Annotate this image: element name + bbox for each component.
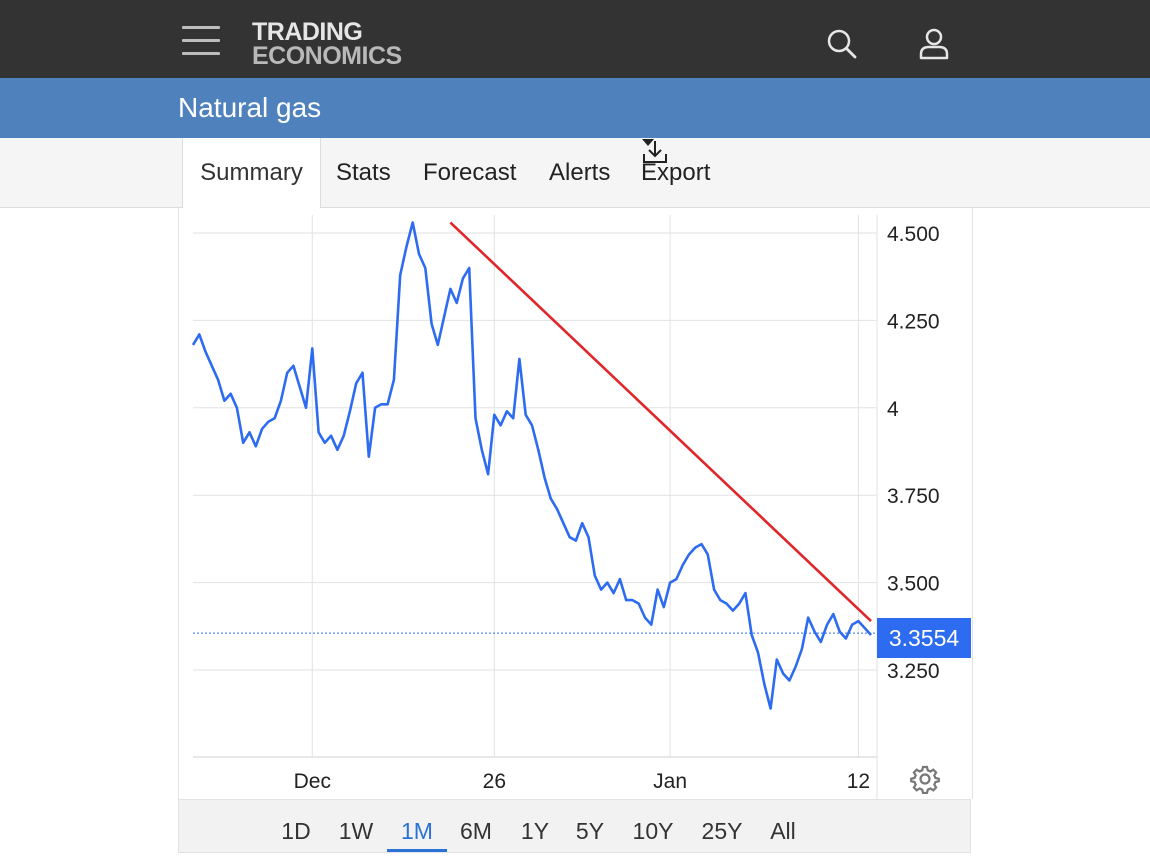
x-tick-label: Jan <box>653 770 687 793</box>
top-navigation-bar: TRADING ECONOMICS <box>0 0 1150 78</box>
time-range-selector: 1D 1W 1M 6M 1Y 5Y 10Y 25Y All <box>178 799 971 853</box>
tab-export[interactable]: Export <box>641 138 710 207</box>
download-icon <box>643 141 667 163</box>
page-title: Natural gas <box>178 92 322 123</box>
tab-stats-label: Stats <box>336 159 391 186</box>
logo-line1: TRADING <box>252 18 363 46</box>
tab-bar: Summary Stats Forecast Alerts Export <box>0 138 1150 208</box>
range-1m-button[interactable]: 1M <box>387 800 447 852</box>
range-all-button[interactable]: All <box>770 818 796 844</box>
range-1y-button[interactable]: 1Y <box>520 818 550 844</box>
y-tick-label: 3.250 <box>887 660 940 683</box>
x-tick-label: 12 <box>847 770 870 793</box>
price-series-line <box>191 221 872 710</box>
tab-forecast-label: Forecast <box>423 159 517 186</box>
range-25y-button[interactable]: 25Y <box>701 818 743 844</box>
tab-summary[interactable]: Summary <box>182 138 321 208</box>
chart-container: 3.250 3.500 3.750 4 4.250 4.500 Dec 26 Jan 12 <box>178 207 973 799</box>
user-icon[interactable] <box>918 28 950 60</box>
tab-export-label: Export <box>641 159 711 186</box>
tab-summary-label: Summary <box>200 159 303 186</box>
tab-alerts[interactable]: Alerts <box>549 138 610 207</box>
y-tick-label: 4 <box>887 398 899 421</box>
y-tick-label: 4.250 <box>887 310 940 333</box>
trend-line <box>449 221 872 622</box>
range-1w-button[interactable]: 1W <box>338 818 374 844</box>
logo-line2: ECONOMICS <box>252 42 402 70</box>
price-chart[interactable]: 3.250 3.500 3.750 4 4.250 4.500 Dec 26 Jan 12 <box>179 207 972 799</box>
caret-down-icon <box>642 139 654 146</box>
y-tick-label: 3.750 <box>887 485 940 508</box>
tab-forecast[interactable]: Forecast <box>423 138 516 207</box>
range-1d-button[interactable]: 1D <box>281 818 311 844</box>
tab-alerts-label: Alerts <box>549 159 611 186</box>
search-icon[interactable] <box>826 28 858 60</box>
range-6m-button[interactable]: 6M <box>460 818 492 844</box>
y-tick-label: 3.500 <box>887 573 940 596</box>
range-10y-button[interactable]: 10Y <box>632 818 674 844</box>
last-value-badge: 3.3554 <box>877 618 971 658</box>
page-title-bar: Natural gas <box>0 78 1150 138</box>
x-tick-label: 26 <box>483 770 506 793</box>
tab-stats[interactable]: Stats <box>336 138 391 207</box>
x-tick-label: Dec <box>294 770 331 793</box>
trading-economics-logo[interactable]: TRADING ECONOMICS <box>252 18 402 70</box>
range-5y-button[interactable]: 5Y <box>575 818 605 844</box>
hamburger-menu-icon[interactable] <box>182 26 220 58</box>
settings-gear-icon[interactable] <box>910 764 940 794</box>
y-tick-label: 4.500 <box>887 223 940 246</box>
